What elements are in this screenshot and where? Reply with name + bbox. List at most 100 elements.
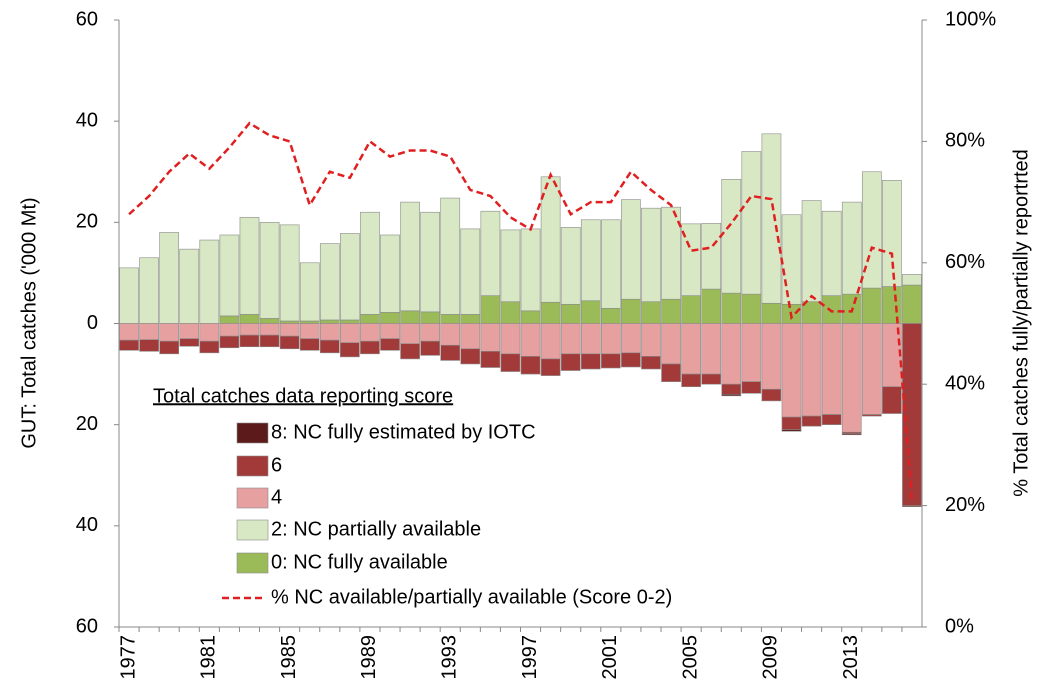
y2-tick-label: 100% bbox=[945, 8, 996, 30]
bar bbox=[721, 394, 742, 397]
bar bbox=[159, 340, 180, 355]
legend-label: % NC available/partially available (Scor… bbox=[271, 586, 672, 608]
legend-label: 0: NC fully available bbox=[271, 551, 448, 573]
bar bbox=[440, 314, 461, 324]
y2-tick-label: 20% bbox=[945, 494, 985, 516]
bar bbox=[360, 211, 380, 315]
y2-tick-label: 80% bbox=[945, 130, 985, 152]
bar bbox=[882, 180, 902, 287]
bar bbox=[119, 339, 139, 351]
bar bbox=[219, 335, 240, 349]
x-tick-label: 1997 bbox=[519, 635, 541, 680]
bar bbox=[681, 323, 701, 375]
y2-axis-title: % Total catches fully/partially reportrt… bbox=[1010, 149, 1032, 497]
bar bbox=[761, 302, 782, 324]
bar bbox=[380, 312, 400, 324]
bar bbox=[279, 320, 300, 324]
y-tick-label: 40 bbox=[76, 109, 98, 131]
bar bbox=[219, 323, 240, 337]
y-tick-label: 0 bbox=[87, 312, 98, 334]
bar bbox=[480, 210, 501, 296]
bar bbox=[340, 233, 360, 321]
bar bbox=[299, 320, 320, 324]
bar bbox=[661, 298, 681, 324]
bar bbox=[540, 323, 561, 360]
bar bbox=[440, 323, 461, 346]
bar bbox=[400, 343, 420, 360]
bar bbox=[721, 292, 742, 324]
bar bbox=[801, 200, 822, 303]
bar bbox=[239, 314, 260, 324]
legend-label: 6 bbox=[271, 454, 282, 476]
bar bbox=[159, 232, 180, 324]
bar bbox=[841, 201, 862, 295]
bar bbox=[360, 314, 380, 324]
bar bbox=[440, 197, 461, 315]
bar bbox=[540, 301, 561, 324]
bar bbox=[641, 207, 661, 303]
bar bbox=[781, 416, 802, 431]
bar bbox=[621, 199, 641, 300]
bar bbox=[701, 223, 722, 290]
legend-label: 8: NC fully estimated by IOTC bbox=[271, 421, 536, 443]
bar bbox=[360, 340, 380, 355]
bar bbox=[279, 224, 300, 322]
bar bbox=[239, 323, 260, 336]
bar bbox=[821, 295, 842, 324]
bar bbox=[580, 300, 601, 324]
bar bbox=[319, 319, 340, 324]
bar bbox=[821, 323, 842, 415]
bar bbox=[159, 323, 180, 342]
y-tick-label: 60 bbox=[76, 8, 98, 30]
bar bbox=[400, 310, 420, 324]
bar bbox=[259, 323, 280, 336]
bar bbox=[580, 353, 601, 370]
bar bbox=[299, 338, 320, 351]
bar bbox=[500, 301, 521, 324]
bar bbox=[380, 234, 400, 313]
y-axis-title: GUT: Total catches ('000 Mt) bbox=[18, 197, 40, 448]
bar bbox=[520, 323, 541, 357]
bar bbox=[179, 338, 200, 347]
bar bbox=[882, 386, 902, 414]
bar bbox=[319, 339, 340, 354]
bar bbox=[761, 388, 782, 402]
bar bbox=[902, 284, 922, 324]
bar bbox=[841, 323, 862, 433]
x-tick-label: 2009 bbox=[760, 635, 782, 680]
bar bbox=[540, 358, 561, 376]
bar bbox=[841, 433, 862, 436]
bar bbox=[500, 323, 521, 355]
bar bbox=[340, 323, 360, 344]
bar bbox=[600, 323, 621, 355]
x-tick-label: 1981 bbox=[198, 635, 220, 680]
bar bbox=[621, 298, 641, 324]
legend-swatch bbox=[236, 519, 269, 541]
bar bbox=[340, 319, 360, 324]
bar bbox=[781, 323, 802, 418]
bar bbox=[139, 257, 159, 324]
bar bbox=[621, 352, 641, 368]
bar bbox=[641, 356, 661, 370]
y-tick-label: 60 bbox=[76, 615, 98, 637]
bar bbox=[621, 323, 641, 354]
bar bbox=[440, 344, 461, 361]
bar bbox=[219, 315, 240, 324]
bar bbox=[821, 210, 842, 296]
bar bbox=[520, 228, 541, 312]
bar bbox=[701, 373, 722, 385]
bar bbox=[420, 323, 441, 342]
x-tick-label: 1989 bbox=[358, 635, 380, 680]
bar bbox=[420, 211, 441, 313]
bar bbox=[460, 323, 481, 350]
bar bbox=[520, 356, 541, 375]
bar bbox=[420, 311, 441, 324]
bar bbox=[259, 222, 280, 319]
bar bbox=[681, 373, 701, 388]
bar bbox=[199, 323, 220, 342]
bar bbox=[560, 303, 581, 324]
bar bbox=[861, 323, 882, 415]
bar bbox=[861, 414, 882, 417]
bar bbox=[259, 334, 280, 348]
bar bbox=[902, 505, 922, 507]
